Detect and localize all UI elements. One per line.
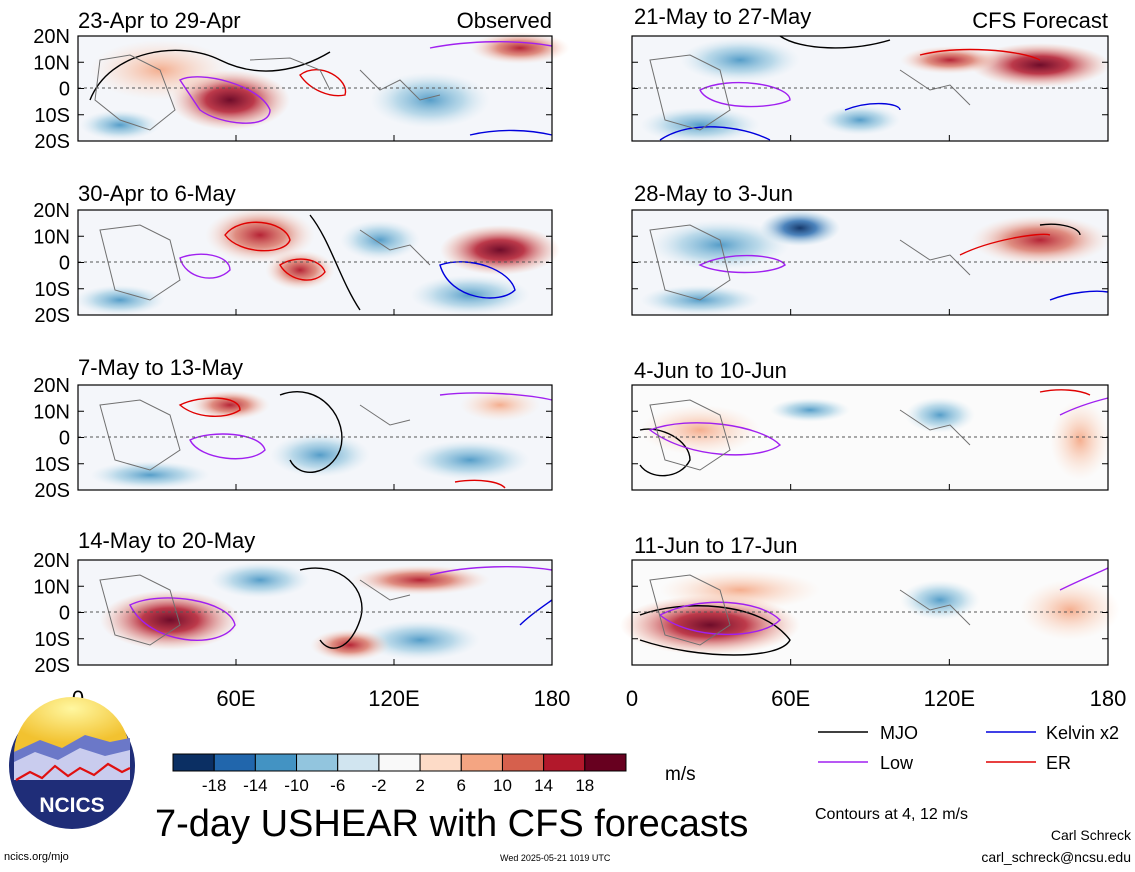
lon-label: 60E <box>771 686 810 711</box>
colorbar-tick-label: 14 <box>534 776 553 795</box>
panel-observed-4 <box>77 559 553 666</box>
lon-label: 0 <box>626 686 638 711</box>
colorbar: -18 -14 -10 -6 -2 2 6 10 14 18 <box>172 753 627 795</box>
lat-label: 0 <box>59 603 70 625</box>
panel-title-forecast-2: 28-May to 3-Jun <box>634 181 793 206</box>
legend-label-er: ER <box>1046 753 1071 773</box>
panel-title-observed-3: 7-May to 13-May <box>78 355 243 380</box>
panel-title-forecast-3: 4-Jun to 10-Jun <box>634 358 787 383</box>
panel-forecast-2 <box>631 209 1110 316</box>
panel-observed-2 <box>75 207 560 316</box>
footer-email[interactable]: carl_schreck@ncsu.edu <box>981 849 1131 865</box>
lat-label: 10S <box>34 105 70 127</box>
colorbar-swatch <box>378 753 421 772</box>
colorbar-tick-label: 2 <box>415 776 424 795</box>
latitude-labels: 20N 10N 0 10S 20S 20N 10N 0 10S 20S 20N 10N 0 10S 20S 2… <box>33 26 1108 677</box>
logo-text: NCICS <box>39 794 104 817</box>
panel-title-observed-4: 14-May to 20-May <box>78 528 255 553</box>
ncics-logo: NCICS <box>9 697 135 829</box>
lat-label: 10N <box>33 576 70 598</box>
lon-label: 180 <box>1090 686 1127 711</box>
observed-label: Observed <box>457 8 552 33</box>
panel-forecast-3 <box>631 384 1110 491</box>
lat-label: 20N <box>33 26 70 48</box>
lat-label: 10S <box>34 629 70 651</box>
contour-note: Contours at 4, 12 m/s <box>815 806 968 823</box>
footer-url[interactable]: ncics.org/mjo <box>4 851 69 863</box>
colorbar-swatch <box>419 753 462 772</box>
colorbar-swatch <box>460 753 503 772</box>
footer-timestamp: Wed 2025-05-21 1019 UTC <box>500 853 611 863</box>
lat-label: 0 <box>59 428 70 450</box>
lat-label: 10S <box>34 454 70 476</box>
panel-observed-1 <box>77 32 570 142</box>
panel-observed-3 <box>77 384 553 491</box>
lat-label: 20N <box>33 375 70 397</box>
colorbar-swatch <box>501 753 545 772</box>
legend-label-mjo: MJO <box>880 723 918 743</box>
lat-label: 10N <box>33 52 70 74</box>
panel-forecast-4 <box>620 559 1120 666</box>
colorbar-swatch <box>543 753 586 772</box>
colorbar-tick-label: -6 <box>330 776 345 795</box>
main-title: 7-day USHEAR with CFS forecasts <box>155 803 748 845</box>
lat-label: 20S <box>34 655 70 677</box>
lat-label: 20N <box>33 200 70 222</box>
panel-title-observed-2: 30-Apr to 6-May <box>78 181 236 206</box>
lon-label: 120E <box>368 686 419 711</box>
lat-label: 10S <box>34 279 70 301</box>
lat-label: 10N <box>33 401 70 423</box>
colorbar-swatch <box>584 753 627 772</box>
colorbar-units: m/s <box>665 764 696 785</box>
colorbar-tick-label: 18 <box>575 776 594 795</box>
legend-label-kelvin: Kelvin x2 <box>1046 723 1119 743</box>
colorbar-swatch <box>172 753 215 772</box>
colorbar-tick-label: 6 <box>457 776 466 795</box>
lat-label: 0 <box>59 79 70 101</box>
colorbar-tick-label: 10 <box>493 776 512 795</box>
colorbar-tick-label: -14 <box>243 776 268 795</box>
lon-label: 180 <box>534 686 571 711</box>
lat-label: 20S <box>34 131 70 153</box>
lat-label: 10N <box>33 226 70 248</box>
lon-label: 120E <box>924 686 975 711</box>
colorbar-tick-label: -18 <box>202 776 227 795</box>
panel-title-observed-1: 23-Apr to 29-Apr <box>78 8 241 33</box>
colorbar-swatch <box>337 753 380 772</box>
colorbar-tick-label: -10 <box>284 776 309 795</box>
panel-title-forecast-4: 11-Jun to 17-Jun <box>634 533 797 558</box>
panel-forecast-1 <box>631 35 1110 143</box>
lon-label: 60E <box>216 686 255 711</box>
lat-label: 20N <box>33 550 70 572</box>
colorbar-tick-label: -2 <box>371 776 386 795</box>
legend: MJO Kelvin x2 Low ER Contours at 4, 12 m… <box>815 723 1119 823</box>
longitude-labels: 060E120E180060E120E180 <box>72 135 1126 711</box>
lat-label: 20S <box>34 480 70 502</box>
lat-label: 20S <box>34 305 70 327</box>
colorbar-swatch <box>254 753 298 772</box>
footer-author: Carl Schreck <box>1050 827 1131 843</box>
forecast-label: CFS Forecast <box>972 8 1108 33</box>
lat-label: 0 <box>59 253 70 275</box>
panel-title-forecast-1: 21-May to 27-May <box>634 4 811 29</box>
colorbar-swatch <box>213 753 256 772</box>
legend-label-low: Low <box>880 753 914 773</box>
colorbar-swatch <box>296 753 339 772</box>
